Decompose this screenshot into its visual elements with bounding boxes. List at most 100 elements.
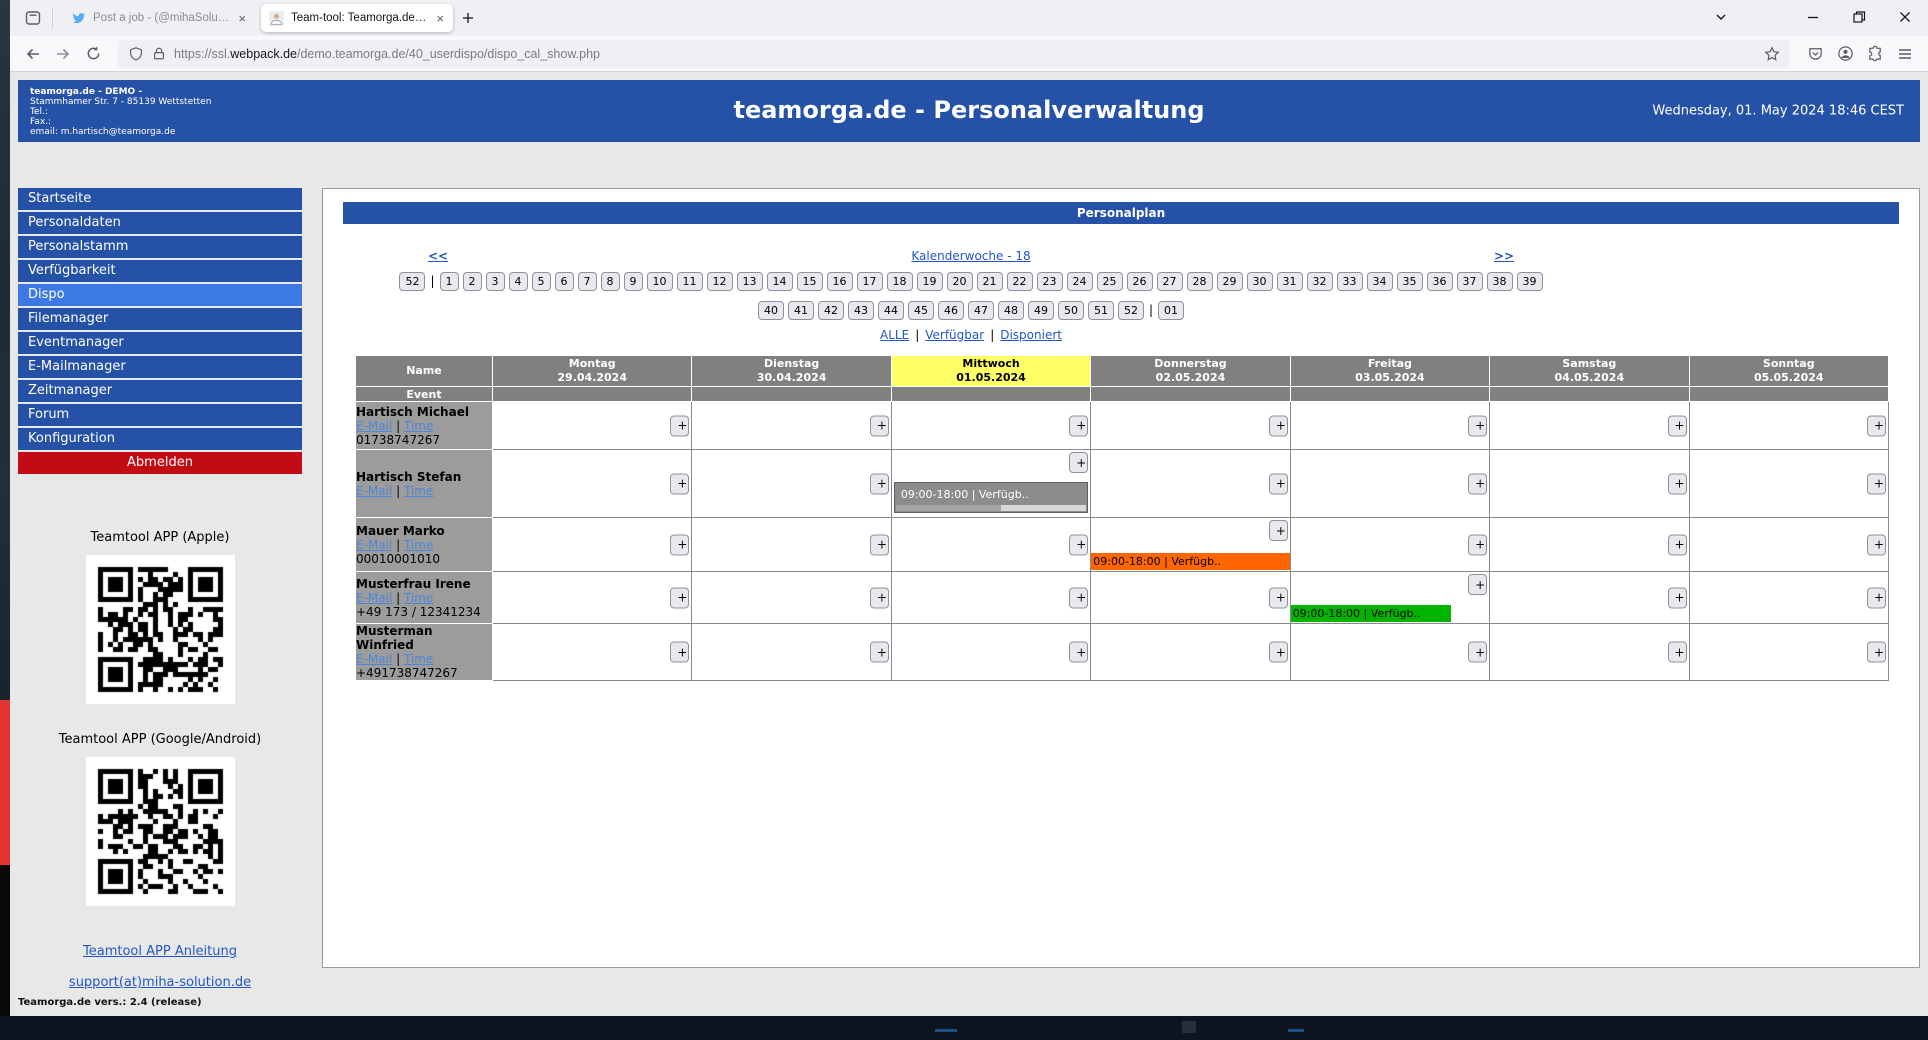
- week-46-button[interactable]: 46: [937, 301, 964, 320]
- add-entry-button[interactable]: +: [1667, 415, 1687, 436]
- prev-week-link[interactable]: <<: [427, 249, 449, 263]
- week-4-button[interactable]: 4: [508, 272, 528, 291]
- logout-button[interactable]: Abmelden: [18, 452, 302, 474]
- week-16-button[interactable]: 16: [826, 272, 853, 291]
- week-9-button[interactable]: 9: [623, 272, 643, 291]
- week-24-button[interactable]: 24: [1066, 272, 1093, 291]
- week-17-button[interactable]: 17: [856, 272, 883, 291]
- week-30-button[interactable]: 30: [1246, 272, 1273, 291]
- sidebar-item-personaldaten[interactable]: Personaldaten: [18, 212, 302, 234]
- tab-team-tool[interactable]: Team-tool: Teamorga.de Person ×: [261, 4, 453, 32]
- minimize-button[interactable]: [1790, 0, 1836, 34]
- add-entry-button[interactable]: +: [1268, 473, 1288, 494]
- week-28-button[interactable]: 28: [1186, 272, 1213, 291]
- week-13-button[interactable]: 13: [736, 272, 763, 291]
- week-23-button[interactable]: 23: [1036, 272, 1063, 291]
- tab-close-icon[interactable]: ×: [436, 10, 444, 26]
- add-entry-button[interactable]: +: [1069, 587, 1089, 608]
- filter-link-disponiert[interactable]: Disponiert: [1000, 328, 1062, 342]
- time-link[interactable]: Time: [403, 590, 434, 605]
- week-40-button[interactable]: 40: [757, 301, 784, 320]
- next-week-link[interactable]: >>: [1493, 249, 1515, 263]
- add-entry-button[interactable]: +: [1069, 452, 1089, 473]
- restore-button[interactable]: [1836, 0, 1882, 34]
- week-18-button[interactable]: 18: [886, 272, 913, 291]
- week-38-button[interactable]: 38: [1486, 272, 1513, 291]
- shield-icon[interactable]: [128, 46, 144, 62]
- week-27-button[interactable]: 27: [1156, 272, 1183, 291]
- extensions-button[interactable]: [1860, 40, 1890, 68]
- availability-entry[interactable]: 09:00-18:00 | Verfügb..: [893, 482, 1089, 513]
- add-entry-button[interactable]: +: [670, 415, 690, 436]
- week-45-button[interactable]: 45: [907, 301, 934, 320]
- week-36-button[interactable]: 36: [1426, 272, 1453, 291]
- week-32-button[interactable]: 32: [1306, 272, 1333, 291]
- reload-button[interactable]: [78, 40, 108, 68]
- sidebar-item-eventmanager[interactable]: Eventmanager: [18, 332, 302, 354]
- close-window-button[interactable]: [1882, 0, 1928, 34]
- week-42-button[interactable]: 42: [817, 301, 844, 320]
- add-entry-button[interactable]: +: [869, 641, 889, 663]
- pocket-button[interactable]: [1800, 40, 1830, 68]
- week-7-button[interactable]: 7: [577, 272, 597, 291]
- week-52-button[interactable]: 52: [1117, 301, 1144, 320]
- add-entry-button[interactable]: +: [869, 587, 889, 608]
- forward-button[interactable]: [48, 40, 78, 68]
- new-tab-button[interactable]: [453, 4, 483, 32]
- email-link[interactable]: E-Mail: [356, 537, 393, 552]
- week-43-button[interactable]: 43: [847, 301, 874, 320]
- week-47-button[interactable]: 47: [967, 301, 994, 320]
- taskbar[interactable]: [0, 1016, 1928, 1040]
- week-35-button[interactable]: 35: [1396, 272, 1423, 291]
- week-37-button[interactable]: 37: [1456, 272, 1483, 291]
- week-19-button[interactable]: 19: [916, 272, 943, 291]
- filter-link-verfgbar[interactable]: Verfügbar: [925, 328, 985, 342]
- availability-entry[interactable]: 09:00-18:00 | Verfügb..: [1091, 553, 1290, 570]
- add-entry-button[interactable]: +: [1069, 534, 1089, 555]
- week-41-button[interactable]: 41: [787, 301, 814, 320]
- add-entry-button[interactable]: +: [1667, 534, 1687, 555]
- email-link[interactable]: E-Mail: [356, 483, 393, 498]
- sidebar-item-emailmanager[interactable]: E-Mailmanager: [18, 356, 302, 378]
- add-entry-button[interactable]: +: [869, 473, 889, 494]
- week-10-button[interactable]: 10: [646, 272, 673, 291]
- add-entry-button[interactable]: +: [1867, 641, 1886, 663]
- sidebar-item-personalstamm[interactable]: Personalstamm: [18, 236, 302, 258]
- add-entry-button[interactable]: +: [1268, 641, 1288, 663]
- add-entry-button[interactable]: +: [670, 534, 690, 555]
- week-3-button[interactable]: 3: [485, 272, 505, 291]
- week-22-button[interactable]: 22: [1006, 272, 1033, 291]
- email-link[interactable]: E-Mail: [356, 652, 393, 666]
- week-33-button[interactable]: 33: [1336, 272, 1363, 291]
- week-49-button[interactable]: 49: [1027, 301, 1054, 320]
- list-all-tabs-button[interactable]: [1698, 0, 1744, 34]
- time-link[interactable]: Time: [403, 418, 434, 433]
- week-11-button[interactable]: 11: [676, 272, 703, 291]
- add-entry-button[interactable]: +: [1468, 415, 1488, 436]
- filter-link-alle[interactable]: ALLE: [880, 328, 910, 342]
- sidebar-item-forum[interactable]: Forum: [18, 404, 302, 426]
- back-button[interactable]: [18, 40, 48, 68]
- week-20-button[interactable]: 20: [946, 272, 973, 291]
- account-button[interactable]: [1830, 40, 1860, 68]
- week-8-button[interactable]: 8: [600, 272, 620, 291]
- add-entry-button[interactable]: +: [1667, 473, 1687, 494]
- add-entry-button[interactable]: +: [670, 641, 690, 663]
- add-entry-button[interactable]: +: [1268, 520, 1288, 541]
- add-entry-button[interactable]: +: [869, 415, 889, 436]
- week-50-button[interactable]: 50: [1057, 301, 1084, 320]
- week-2-button[interactable]: 2: [462, 272, 482, 291]
- week-51-button[interactable]: 51: [1087, 301, 1114, 320]
- calendar-week-link[interactable]: Kalenderwoche - 18: [911, 249, 1031, 263]
- week-29-button[interactable]: 29: [1216, 272, 1243, 291]
- sidebar-item-filemanager[interactable]: Filemanager: [18, 308, 302, 330]
- time-link[interactable]: Time: [403, 483, 434, 498]
- sidebar-item-dispo[interactable]: Dispo: [18, 284, 302, 306]
- app-manual-link[interactable]: Teamtool APP Anleitung: [83, 944, 237, 959]
- add-entry-button[interactable]: +: [670, 587, 690, 608]
- week-6-button[interactable]: 6: [554, 272, 574, 291]
- week-14-button[interactable]: 14: [766, 272, 793, 291]
- add-entry-button[interactable]: +: [670, 473, 690, 494]
- add-entry-button[interactable]: +: [1468, 473, 1488, 494]
- add-entry-button[interactable]: +: [1268, 415, 1288, 436]
